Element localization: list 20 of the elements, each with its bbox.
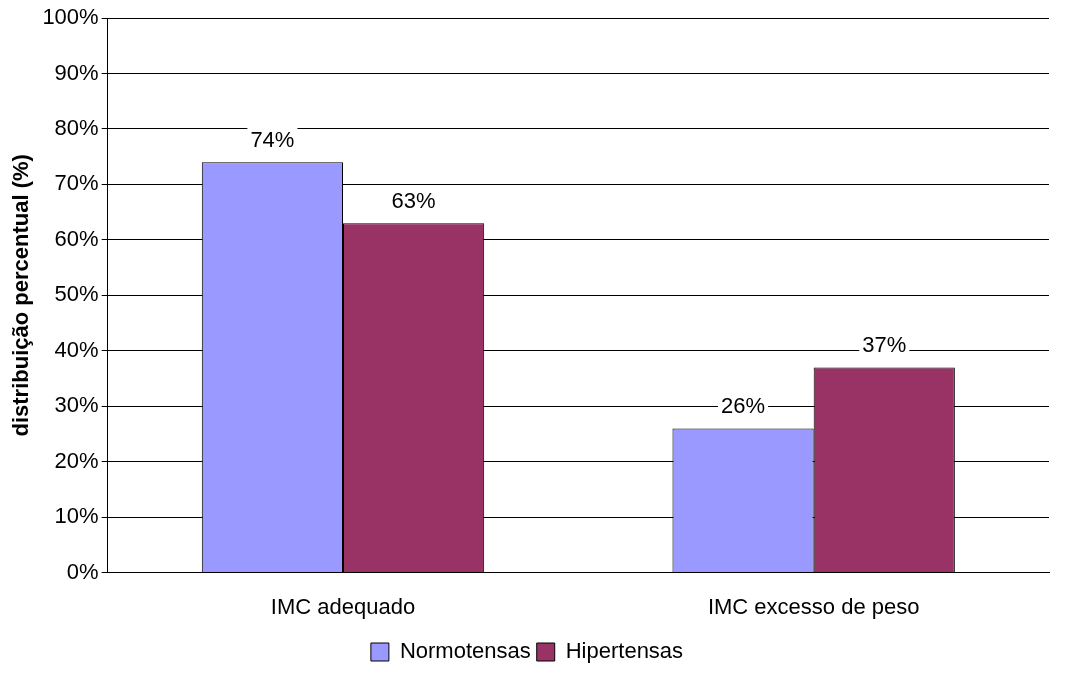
y-tick-label: 0% <box>66 558 99 584</box>
y-axis-title: distribuição percentual (%) <box>8 154 34 437</box>
y-tick-label: 50% <box>54 281 99 307</box>
data-label: 74% <box>250 127 295 153</box>
y-tick-label: 100% <box>42 4 99 30</box>
y-tick-label: 90% <box>54 59 99 85</box>
data-label: 26% <box>721 393 766 419</box>
x-tick-label: IMC adequado <box>270 593 416 619</box>
y-tick-label: 40% <box>54 336 99 362</box>
data-label: 63% <box>391 188 436 214</box>
x-tick-label: IMC excesso de peso <box>707 593 920 619</box>
y-tick-label: 70% <box>54 170 99 196</box>
legend-label: Normotensas <box>399 638 531 664</box>
legend-label: Hipertensas <box>565 638 684 664</box>
y-tick-label: 30% <box>54 392 99 418</box>
y-tick-label: 10% <box>54 503 99 529</box>
y-tick-label: 20% <box>54 447 99 473</box>
y-tick-label: 60% <box>54 225 99 251</box>
data-label: 37% <box>862 332 907 358</box>
y-tick-label: 80% <box>54 114 99 140</box>
